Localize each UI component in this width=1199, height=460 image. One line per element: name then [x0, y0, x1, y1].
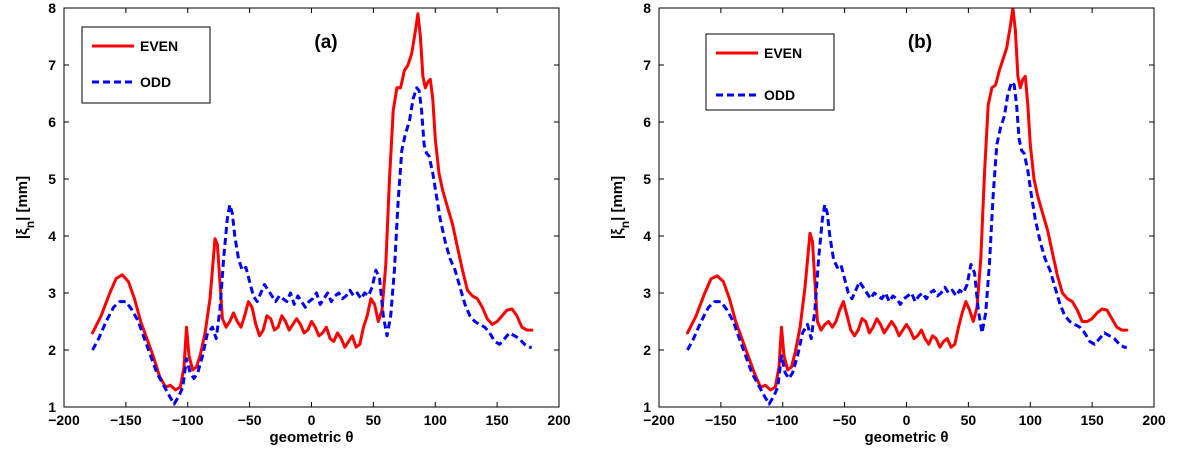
y-axis-label: |ξn| [mm]: [609, 176, 632, 239]
series-line-odd: [686, 80, 1127, 406]
x-tick-label: 50: [366, 412, 382, 428]
y-tick-label: 8: [48, 0, 56, 16]
x-tick-label: 100: [1019, 412, 1043, 428]
x-tick-label: −50: [833, 412, 857, 428]
y-tick-label: 7: [643, 57, 651, 73]
y-tick-label: 4: [48, 228, 56, 244]
legend: EVEN ODD: [81, 26, 211, 104]
x-tick-label: 50: [961, 412, 977, 428]
x-tick-label: −100: [172, 412, 204, 428]
series-line-even: [686, 8, 1129, 392]
x-tick-label: 0: [308, 412, 316, 428]
series-line-even: [91, 12, 534, 392]
legend: EVEN ODD: [705, 33, 835, 111]
panel-title: (b): [908, 32, 932, 53]
y-tick-label: 2: [48, 342, 56, 358]
chart-panel-b: −200 −150 −100 −50 0 50 100 150 200 1 2 3 4 5 6 7 8 geome…: [609, 0, 1166, 446]
x-tick-label: 200: [547, 412, 571, 428]
x-tick-label: −150: [110, 412, 142, 428]
y-tick-label: 7: [48, 57, 56, 73]
x-tick-label: 100: [424, 412, 448, 428]
y-tick-label: 4: [643, 228, 651, 244]
x-tick-label: −100: [767, 412, 799, 428]
legend-box: [705, 33, 835, 111]
y-tick-label: 2: [643, 342, 651, 358]
x-tick-label: 150: [485, 412, 509, 428]
x-tick-label: −50: [238, 412, 262, 428]
legend-label-even: EVEN: [140, 38, 178, 54]
legend-label-odd: ODD: [140, 74, 171, 90]
x-tick-label: −200: [643, 412, 675, 428]
chart-panel-a: −200 −150 −100 −50 0 50 100 150 200 1 2 3 4 5 6 7 8 geome…: [14, 0, 571, 446]
y-tick-label: 1: [643, 399, 651, 415]
x-tick-label: 0: [903, 412, 911, 428]
legend-label-odd: ODD: [764, 87, 795, 103]
y-tick-label: 3: [48, 285, 56, 301]
x-tick-label: −150: [705, 412, 737, 428]
y-tick-label: 6: [643, 114, 651, 130]
series-lines: [91, 12, 534, 406]
y-tick-label: 6: [48, 114, 56, 130]
legend-label-even: EVEN: [764, 45, 802, 61]
series-line-odd: [91, 86, 532, 406]
y-tick-label: 3: [643, 285, 651, 301]
x-tick-label: 150: [1080, 412, 1104, 428]
series-lines: [686, 8, 1129, 406]
y-axis-label: |ξn| [mm]: [14, 176, 37, 239]
y-tick-label: 1: [48, 399, 56, 415]
legend-box: [81, 26, 211, 104]
y-tick-label: 5: [48, 171, 56, 187]
x-tick-label: −200: [48, 412, 80, 428]
y-tick-label: 8: [643, 0, 651, 16]
x-axis-label: geometric θ: [270, 429, 354, 446]
x-axis-label: geometric θ: [865, 429, 949, 446]
panel-title: (a): [314, 32, 337, 53]
x-tick-label: 200: [1142, 412, 1166, 428]
y-tick-label: 5: [643, 171, 651, 187]
